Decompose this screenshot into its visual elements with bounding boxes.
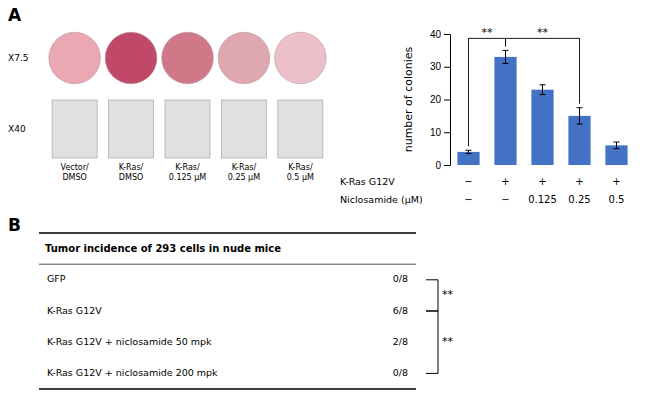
condition-value: − bbox=[464, 176, 472, 187]
error-bar bbox=[540, 85, 546, 95]
condition-value: + bbox=[501, 176, 509, 187]
y-tick-label: 40 bbox=[430, 29, 442, 40]
bar bbox=[457, 152, 479, 165]
condition-value: 0.25 bbox=[568, 194, 590, 205]
table-panel: B Tumor incidence of 293 cells in nude mi… bbox=[8, 215, 454, 389]
significance-bracket bbox=[506, 38, 580, 103]
error-bar-cap bbox=[614, 148, 620, 149]
condition-label: Niclosamide (μM) bbox=[340, 194, 423, 205]
y-tick: 0 bbox=[435, 160, 450, 171]
microscopy-field bbox=[278, 100, 323, 158]
error-bar-stem bbox=[542, 85, 543, 95]
y-tick: 30 bbox=[430, 61, 450, 72]
condition-label: K-Ras G12V bbox=[340, 176, 395, 187]
table-row-label: K-Ras G12V + niclosamide 50 mpk bbox=[47, 336, 212, 347]
significance-label: ** bbox=[442, 288, 454, 301]
table-rule bbox=[39, 264, 416, 265]
significance-label: ** bbox=[537, 26, 549, 39]
culture-image bbox=[275, 32, 327, 84]
error-bar-cap bbox=[614, 142, 620, 143]
error-bar-cap bbox=[503, 50, 509, 51]
y-tick: 10 bbox=[430, 127, 450, 138]
y-tick: 20 bbox=[430, 94, 450, 105]
error-bar-cap bbox=[466, 153, 472, 154]
y-tick-mark bbox=[444, 34, 450, 35]
bar bbox=[605, 145, 627, 165]
significance: ** ** bbox=[469, 26, 580, 146]
condition-value: 0.125 bbox=[528, 194, 557, 205]
error-bar-cap bbox=[540, 84, 546, 85]
culture-image bbox=[162, 32, 214, 84]
bar bbox=[531, 90, 553, 165]
y-tick-mark bbox=[444, 100, 450, 101]
table-row-label: GFP bbox=[47, 273, 66, 284]
y-tick-label: 30 bbox=[430, 61, 442, 72]
y-tick: 40 bbox=[430, 29, 450, 40]
significance-bracket bbox=[426, 311, 438, 373]
panel-label: B bbox=[8, 215, 21, 235]
column-label: K-Ras/0.125 μM bbox=[169, 163, 207, 182]
table-row-value: 6/8 bbox=[393, 305, 408, 316]
microscopy-field bbox=[221, 100, 266, 158]
error-bar bbox=[466, 150, 472, 153]
condition-value: + bbox=[575, 176, 583, 187]
microscopy-field bbox=[52, 100, 97, 158]
table-row-label: K-Ras G12V + niclosamide 200 mpk bbox=[47, 367, 218, 378]
y-tick-mark bbox=[444, 132, 450, 133]
bar-panel: 0 10 20 30 40 number of colonies ** ** K-Ras G12… bbox=[340, 26, 628, 205]
error-bar bbox=[503, 50, 509, 63]
error-bar-stem bbox=[616, 142, 617, 149]
error-bar-stem bbox=[579, 108, 580, 124]
significance-label: ** bbox=[442, 335, 454, 348]
culture-image bbox=[49, 32, 101, 84]
significance-bracket bbox=[426, 280, 438, 311]
y-tick-label: 10 bbox=[430, 127, 442, 138]
condition-value: − bbox=[464, 194, 472, 205]
y-tick-mark bbox=[444, 165, 450, 166]
y-tick-mark bbox=[444, 67, 450, 68]
microscopy-field bbox=[165, 100, 210, 158]
error-bar bbox=[577, 108, 583, 124]
table-rule bbox=[39, 232, 416, 234]
column-label: Vector/DMSO bbox=[61, 163, 89, 182]
figure: A X7.5 X40 Vector/DMSO K-Ras/DMSO K-Ras/0.125… bbox=[0, 0, 650, 409]
column-label: K-Ras/0.25 μM bbox=[228, 163, 260, 182]
table-row-value: 2/8 bbox=[393, 336, 408, 347]
culture-image bbox=[105, 32, 157, 84]
microscopy-field bbox=[109, 100, 154, 158]
error-bar-cap bbox=[466, 150, 472, 151]
condition-value: − bbox=[501, 194, 509, 205]
error-bar-cap bbox=[577, 107, 583, 108]
y-axis-title: number of colonies bbox=[402, 46, 415, 152]
table-row-label: K-Ras G12V bbox=[47, 305, 102, 316]
error-bar-cap bbox=[577, 124, 583, 125]
y-tick-label: 0 bbox=[435, 160, 441, 171]
table-row-value: 0/8 bbox=[393, 367, 408, 378]
condition-value: + bbox=[612, 176, 620, 187]
image-panel: A X7.5 X40 Vector/DMSO K-Ras/DMSO K-Ras/0.125… bbox=[8, 5, 326, 182]
error-bar bbox=[614, 142, 620, 149]
culture-image bbox=[218, 32, 270, 84]
column-label: K-Ras/DMSO bbox=[119, 163, 144, 182]
significance-label: ** bbox=[482, 26, 494, 39]
y-tick-label: 20 bbox=[430, 94, 442, 105]
bars bbox=[457, 50, 627, 165]
y-axis: 0 10 20 30 40 bbox=[430, 29, 451, 171]
table-header: Tumor incidence of 293 cells in nude mic… bbox=[45, 243, 281, 254]
significance-bracket bbox=[469, 38, 506, 146]
error-bar-cap bbox=[540, 94, 546, 95]
condition-value: 0.5 bbox=[609, 194, 625, 205]
y-axis-line bbox=[444, 35, 451, 166]
table-row-value: 0/8 bbox=[393, 273, 408, 284]
row-label: X40 bbox=[8, 124, 26, 134]
row-label: X7.5 bbox=[8, 53, 28, 63]
bar bbox=[494, 57, 516, 165]
column-label: K-Ras/0.5 μM bbox=[287, 163, 314, 182]
error-bar-stem bbox=[505, 50, 506, 63]
error-bar-cap bbox=[503, 63, 509, 64]
condition-value: + bbox=[538, 176, 546, 187]
table-rule bbox=[39, 388, 416, 390]
panel-label: A bbox=[8, 5, 22, 25]
